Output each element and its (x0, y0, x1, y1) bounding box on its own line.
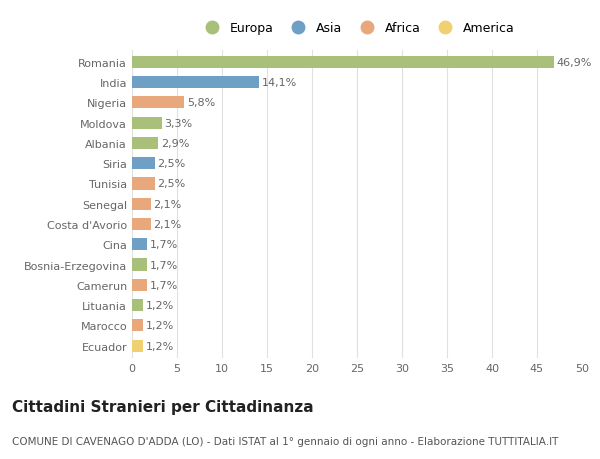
Bar (132, 340, 143, 352)
Bar (132, 178, 155, 190)
Bar (132, 117, 162, 129)
Bar (132, 279, 148, 291)
Bar (132, 97, 184, 109)
Text: 5,8%: 5,8% (187, 98, 215, 108)
Text: 1,7%: 1,7% (150, 240, 178, 250)
Text: 2,1%: 2,1% (154, 219, 182, 230)
Text: 1,2%: 1,2% (146, 301, 174, 310)
Bar (132, 319, 143, 332)
Text: Cittadini Stranieri per Cittadinanza: Cittadini Stranieri per Cittadinanza (12, 399, 314, 414)
Bar (132, 239, 148, 251)
Legend: Europa, Asia, Africa, America: Europa, Asia, Africa, America (197, 20, 517, 38)
Text: 2,9%: 2,9% (161, 139, 189, 149)
Bar (132, 218, 151, 230)
Bar (132, 198, 151, 210)
Text: 14,1%: 14,1% (262, 78, 297, 88)
Bar (132, 158, 155, 170)
Text: 2,5%: 2,5% (157, 179, 185, 189)
Bar (132, 56, 554, 69)
Text: 46,9%: 46,9% (557, 58, 592, 67)
Bar (132, 138, 158, 150)
Bar (132, 77, 259, 89)
Text: 1,7%: 1,7% (150, 260, 178, 270)
Text: 1,7%: 1,7% (150, 280, 178, 290)
Bar (132, 259, 148, 271)
Text: COMUNE DI CAVENAGO D'ADDA (LO) - Dati ISTAT al 1° gennaio di ogni anno - Elabora: COMUNE DI CAVENAGO D'ADDA (LO) - Dati IS… (12, 436, 559, 446)
Text: 1,2%: 1,2% (146, 321, 174, 330)
Text: 1,2%: 1,2% (146, 341, 174, 351)
Bar (132, 299, 143, 312)
Text: 2,1%: 2,1% (154, 199, 182, 209)
Text: 2,5%: 2,5% (157, 159, 185, 169)
Text: 3,3%: 3,3% (164, 118, 193, 129)
